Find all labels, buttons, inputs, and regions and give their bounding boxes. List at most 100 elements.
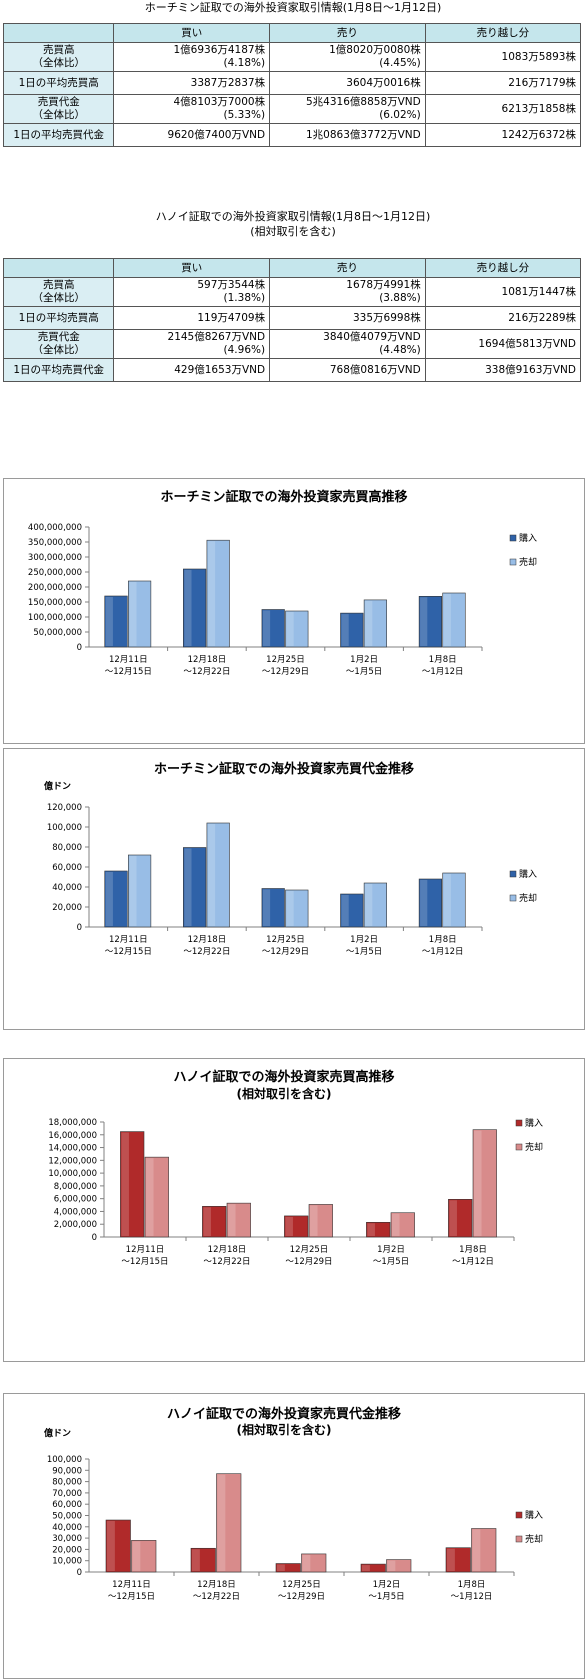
legend-swatch (515, 1511, 523, 1519)
y-tick-label: 60,000 (52, 1500, 82, 1510)
y-tick-label: 12,000,000 (48, 1156, 97, 1166)
bar-sell (206, 539, 230, 648)
legend-label: 購入 (519, 532, 537, 544)
row-label: 1日の平均売買代金 (2, 123, 115, 147)
bar-highlight (121, 1132, 129, 1236)
y-tick-label: 200,000,000 (28, 583, 82, 593)
bar-sell (442, 872, 466, 928)
table-2-subtitle: (相対取引を含む) (250, 225, 336, 238)
x-tick-label: ～1月5日 (368, 1592, 404, 1602)
y-tick-label: 16,000,000 (48, 1131, 97, 1141)
bar-highlight (286, 612, 294, 646)
bar-buy (183, 568, 207, 648)
table-row: 1日の平均売買高 3387万2837株 3604万0016株 216万7179株 (2, 71, 582, 95)
x-tick-label: ～12月29日 (285, 1257, 332, 1267)
x-tick-label: ～1月12日 (452, 1257, 494, 1267)
x-tick-label: 12月18日 (208, 1245, 247, 1255)
bar-buy (284, 1215, 309, 1238)
chart-panel-hcm-volume: ホーチミン証取での海外投資家売買高推移 0 50,000,000 100,000,00… (3, 478, 585, 744)
bar-highlight (132, 1541, 141, 1571)
x-tick-label: ～12月15日 (121, 1257, 168, 1267)
bar-buy (418, 878, 442, 928)
bar-sell (308, 1204, 333, 1238)
x-tick-label: ～1月12日 (422, 947, 464, 957)
bar-highlight (129, 856, 137, 926)
x-tick-label: 12月18日 (188, 935, 227, 945)
legend-label: 購入 (525, 1117, 543, 1129)
table-1: 買い 売り 売り越し分 売買高 （全体比） 1億6936万4187株 (4.18%)… (2, 23, 582, 147)
net-cell: 1242万6372株 (424, 123, 582, 147)
bar-highlight (192, 1549, 200, 1571)
bar-highlight (443, 594, 451, 646)
bar-buy (418, 596, 442, 648)
bar-highlight (262, 610, 271, 646)
bar-sell (472, 1129, 497, 1238)
chart-panel-hn-value: ハノイ証取での海外投資家売買代金推移 (相対取引を含む) 億ドン 0 10,000 20,… (3, 1393, 585, 1679)
bar-highlight (207, 824, 216, 926)
bar-highlight (420, 597, 428, 646)
x-tick-label: 12月11日 (126, 1245, 165, 1255)
x-tick-label: 12月11日 (109, 935, 148, 945)
y-tick-label: 14,000,000 (48, 1144, 97, 1154)
table-row: 売買高 （全体比） 1億6936万4187株 (4.18%) 1億8020万0080… (2, 42, 582, 72)
x-tick-label: ～1月5日 (373, 1257, 409, 1267)
legend-swatch (509, 534, 517, 542)
bar-highlight (217, 1474, 226, 1571)
net-cell: 1083万5893株 (424, 42, 582, 72)
bar-buy (445, 1547, 471, 1573)
net-cell: 216万2289株 (424, 306, 582, 330)
y-axis-label: 億ドン (44, 780, 71, 792)
row-label: 1日の平均売買高 (2, 306, 115, 330)
bar-sell (442, 592, 466, 648)
table-header-row: 買い 売り 売り越し分 (2, 258, 582, 278)
sell-cell: 3604万0016株 (269, 71, 426, 95)
chart-title: ホーチミン証取での海外投資家売買高推移 (160, 489, 407, 505)
bar-highlight (367, 1223, 375, 1236)
chart-title: ハノイ証取での海外投資家売買代金推移 (167, 1406, 401, 1422)
y-tick-label: 100,000 (47, 1455, 82, 1465)
bar-highlight (472, 1529, 481, 1571)
net-cell: 1694億5813万VND (424, 329, 582, 359)
y-tick-label: 50,000 (52, 1512, 82, 1522)
x-tick-label: 1月2日 (377, 1245, 405, 1255)
bar-highlight (362, 1565, 370, 1571)
bar-highlight (203, 1207, 211, 1236)
bar-buy (360, 1563, 386, 1573)
bar-highlight (443, 874, 451, 926)
legend-label: 売却 (525, 1533, 543, 1545)
y-tick-label: 0 (92, 1233, 97, 1243)
x-tick-label: 1月8日 (429, 655, 457, 665)
bar-highlight (228, 1204, 236, 1236)
y-tick-label: 20,000 (52, 1545, 82, 1555)
sell-cell: 1兆0863億3772万VND (269, 123, 426, 147)
x-tick-label: 12月25日 (266, 935, 305, 945)
sell-cell: 1億8020万0080株 (4.45%) (269, 42, 426, 72)
header-cell-buy: 買い (113, 23, 271, 43)
bar-highlight (420, 880, 428, 926)
bar-buy (366, 1222, 391, 1238)
bar-highlight (207, 541, 216, 646)
header-cell-net: 売り越し分 (424, 23, 582, 43)
x-tick-label: 12月18日 (197, 1580, 236, 1590)
y-tick-label: 120,000 (47, 803, 82, 813)
bar-highlight (365, 600, 373, 646)
x-tick-label: 1月2日 (373, 1580, 401, 1590)
chart-hcm-volume: ホーチミン証取での海外投資家売買高推移 0 50,000,000 100,000,00… (28, 489, 537, 677)
header-cell-empty (2, 23, 115, 43)
legend-label: 売却 (519, 892, 537, 904)
x-tick-label: 1月8日 (459, 1245, 487, 1255)
x-tick-label: 12月11日 (112, 1580, 151, 1590)
x-tick-label: ～1月5日 (346, 667, 382, 677)
bar-sell (363, 882, 387, 928)
legend-swatch (515, 1119, 523, 1127)
x-tick-label: 12月25日 (282, 1580, 321, 1590)
y-tick-label: 2,000,000 (54, 1220, 97, 1230)
chart-panel-hn-volume: ハノイ証取での海外投資家売買高推移 (相対取引を含む) 0 2,000,000 4,00… (3, 1058, 585, 1362)
bar-buy (183, 847, 207, 928)
table-row: 1日の平均売買代金 429億1653万VND 768億0816万VND 338億… (2, 358, 582, 382)
sell-cell: 768億0816万VND (269, 358, 426, 382)
y-tick-label: 18,000,000 (48, 1118, 97, 1128)
table-header-row: 買い 売り 売り越し分 (2, 23, 582, 43)
legend-label: 購入 (519, 868, 537, 880)
